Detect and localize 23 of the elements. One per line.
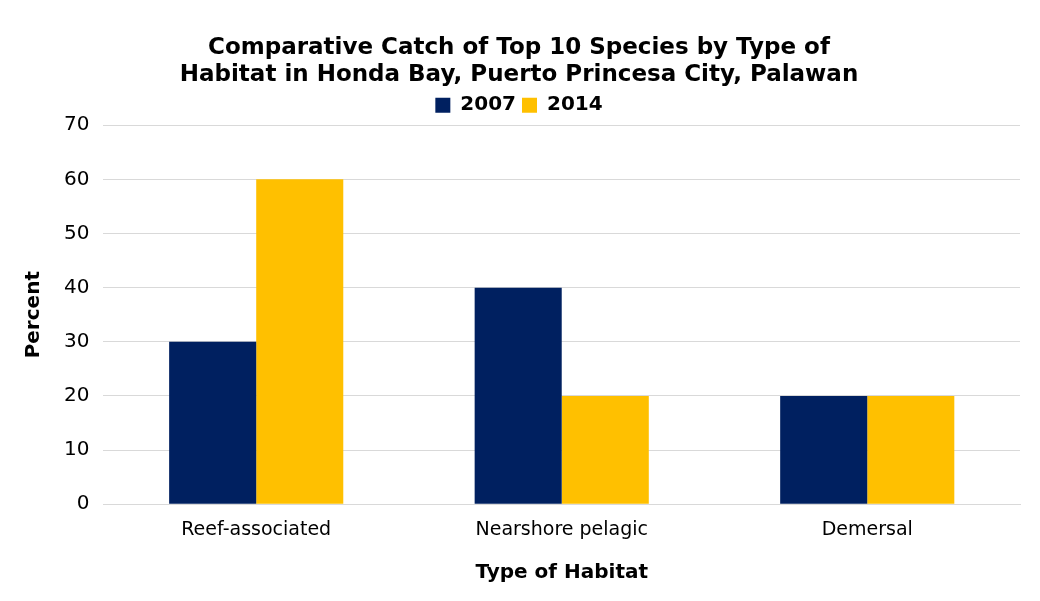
bar: [867, 395, 955, 504]
bar: [474, 287, 562, 504]
y-tick-label: 50: [64, 219, 90, 244]
y-tick-label: 70: [64, 111, 90, 136]
y-axis-title: Percent: [20, 270, 45, 359]
y-tick-label: 30: [64, 327, 90, 352]
legend-label: 2014: [547, 91, 603, 116]
y-tick-label: 10: [64, 436, 90, 461]
y-tick-label: 40: [64, 273, 90, 298]
x-tick-label: Demersal: [821, 516, 913, 539]
y-tick-label: 20: [64, 382, 90, 407]
bar: [561, 395, 649, 504]
bar: [780, 395, 868, 504]
legend-label: 2007: [460, 91, 517, 116]
bar: [256, 179, 344, 504]
y-tick-label: 0: [76, 490, 90, 515]
x-tick-label: Reef-associated: [181, 516, 332, 539]
y-tick-label: 60: [64, 165, 90, 190]
bar: [169, 341, 257, 504]
x-axis-title: Type of Habitat: [475, 559, 649, 584]
x-tick-label: Nearshore pelagic: [475, 516, 648, 539]
text: Comparative Catch of Top 10 Species by Type of: [208, 32, 830, 59]
text: Habitat in Honda Bay, Puerto Princesa City, Palawan: [179, 60, 859, 87]
